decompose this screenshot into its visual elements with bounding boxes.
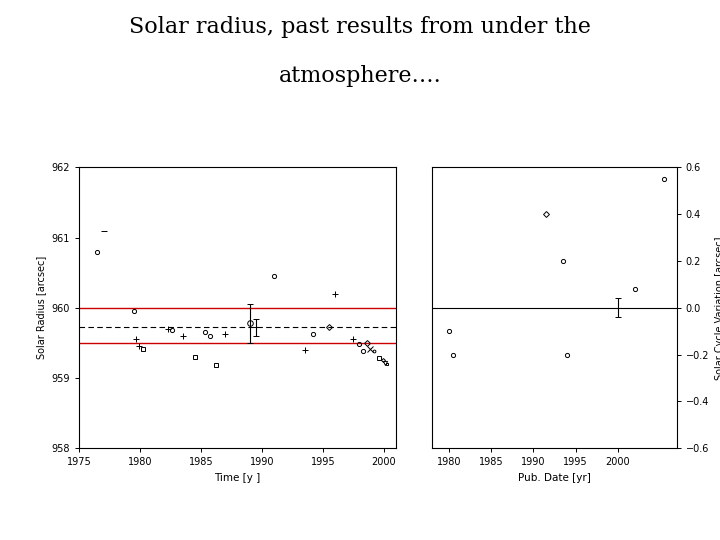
Y-axis label: Solar Radius [arcsec]: Solar Radius [arcsec] bbox=[36, 256, 46, 360]
Text: Solar radius, past results from under the: Solar radius, past results from under th… bbox=[129, 16, 591, 38]
X-axis label: Pub. Date [yr]: Pub. Date [yr] bbox=[518, 473, 591, 483]
Text: atmosphere….: atmosphere…. bbox=[279, 65, 441, 87]
X-axis label: Time [y ]: Time [y ] bbox=[215, 473, 261, 483]
Y-axis label: Solar Cycle Variation [arcsec]: Solar Cycle Variation [arcsec] bbox=[715, 236, 720, 380]
